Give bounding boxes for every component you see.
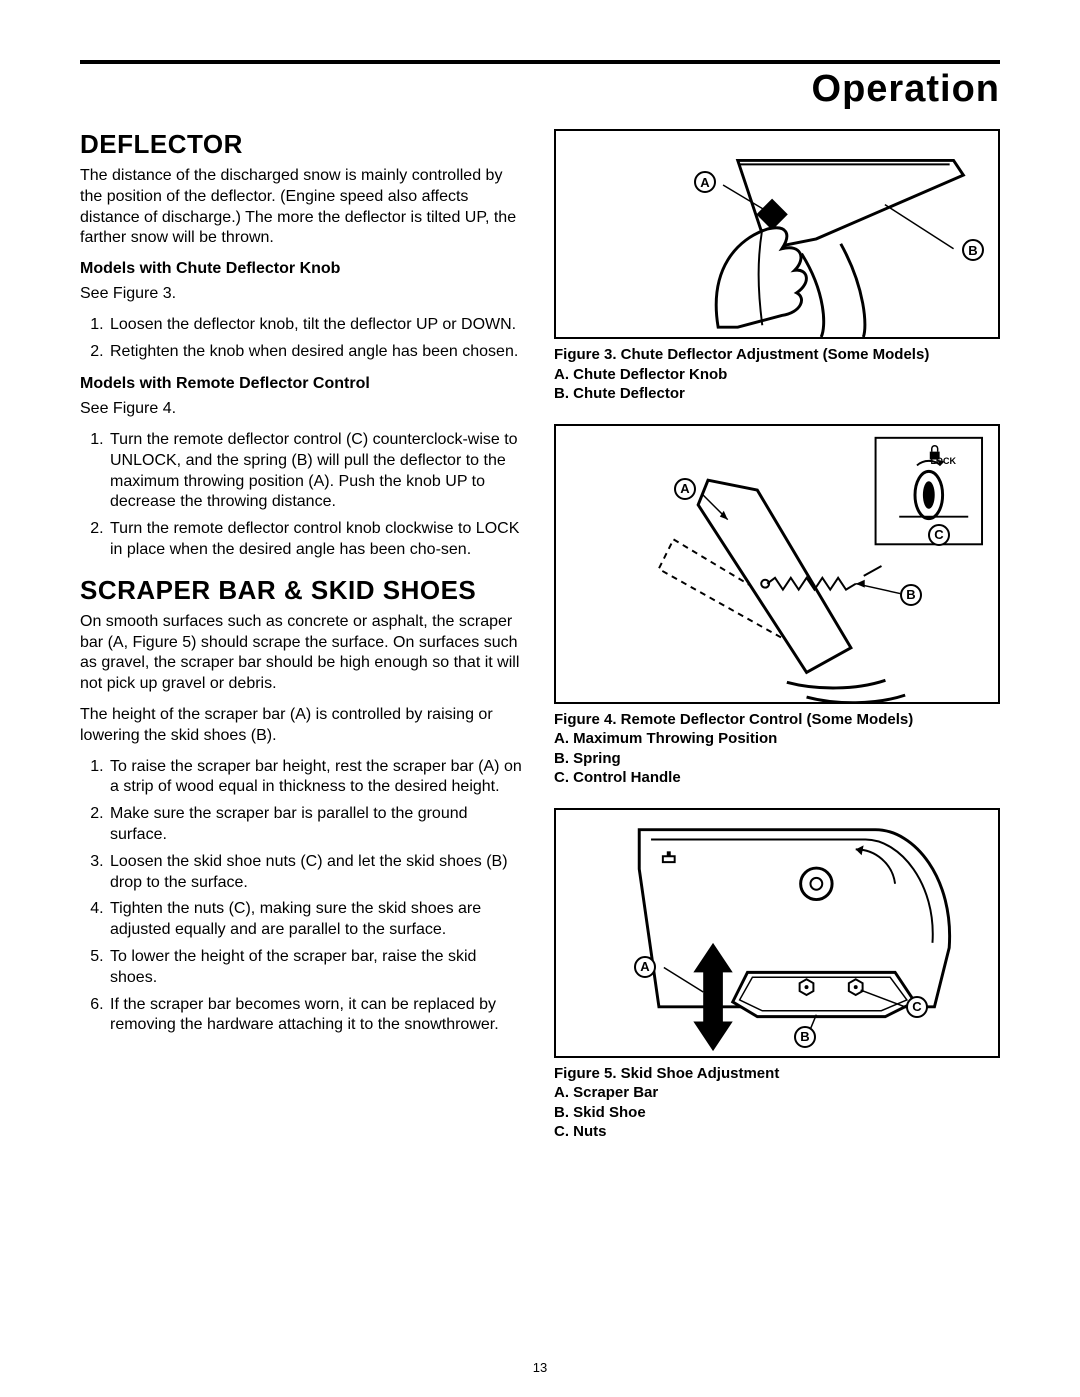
list-item: Retighten the knob when desired angle ha… [108,342,526,363]
list-item: Loosen the skid shoe nuts (C) and let th… [108,852,526,894]
figure-3-caption: Figure 3. Chute Deflector Adjustment (So… [554,345,1000,404]
list-item: Turn the remote deflector control knob c… [108,519,526,561]
callout-b: B [900,584,922,606]
callout-a: A [674,478,696,500]
list-item: To raise the scraper bar height, rest th… [108,757,526,799]
caption-line: C. Control Handle [554,768,1000,788]
section-header: Operation [80,68,1000,111]
right-column: A B Figure 3. Chute Deflector Adjustment… [554,129,1000,1142]
para-scraper-2: The height of the scraper bar (A) is con… [80,705,526,747]
main-columns: DEFLECTOR The distance of the discharged… [80,129,1000,1142]
caption-line: A. Scraper Bar [554,1083,1000,1103]
caption-line: A. Chute Deflector Knob [554,365,1000,385]
figure-3: A B [554,129,1000,339]
callout-c: C [928,524,950,546]
para-scraper-1: On smooth surfaces such as concrete or a… [80,612,526,695]
list-remote-steps: Turn the remote deflector control (C) co… [80,430,526,561]
lock-label: LOCK [931,456,957,466]
caption-line: B. Spring [554,749,1000,769]
callout-a: A [694,171,716,193]
figure-4-illustration [556,426,998,702]
callout-b: B [794,1026,816,1048]
list-item: Turn the remote deflector control (C) co… [108,430,526,513]
list-item: Tighten the nuts (C), making sure the sk… [108,899,526,941]
see-figure-3: See Figure 3. [80,284,526,305]
caption-line: Figure 3. Chute Deflector Adjustment (So… [554,345,1000,365]
figure-3-illustration [556,131,998,337]
figure-5: A B C [554,808,1000,1058]
list-knob-steps: Loosen the deflector knob, tilt the defl… [80,315,526,363]
subhead-remote-models: Models with Remote Deflector Control [80,374,526,395]
figure-5-illustration [556,810,998,1056]
callout-c: C [906,996,928,1018]
subhead-knob-models: Models with Chute Deflector Knob [80,259,526,280]
figure-4-caption: Figure 4. Remote Deflector Control (Some… [554,710,1000,788]
header-rule [80,60,1000,64]
caption-line: B. Skid Shoe [554,1103,1000,1123]
list-item: To lower the height of the scraper bar, … [108,947,526,989]
callout-a: A [634,956,656,978]
para-deflector-intro: The distance of the discharged snow is m… [80,166,526,249]
page-number: 13 [0,1360,1080,1375]
list-item: Make sure the scraper bar is parallel to… [108,804,526,846]
caption-line: B. Chute Deflector [554,384,1000,404]
list-scraper-steps: To raise the scraper bar height, rest th… [80,757,526,1037]
caption-line: Figure 4. Remote Deflector Control (Some… [554,710,1000,730]
heading-deflector: DEFLECTOR [80,129,526,160]
figure-5-caption: Figure 5. Skid Shoe Adjustment A. Scrape… [554,1064,1000,1142]
see-figure-4: See Figure 4. [80,399,526,420]
callout-b: B [962,239,984,261]
left-column: DEFLECTOR The distance of the discharged… [80,129,526,1142]
caption-line: C. Nuts [554,1122,1000,1142]
list-item: If the scraper bar becomes worn, it can … [108,995,526,1037]
caption-line: Figure 5. Skid Shoe Adjustment [554,1064,1000,1084]
heading-scraper: SCRAPER BAR & SKID SHOES [80,575,526,606]
list-item: Loosen the deflector knob, tilt the defl… [108,315,526,336]
caption-line: A. Maximum Throwing Position [554,729,1000,749]
figure-4: LOCK A B C [554,424,1000,704]
